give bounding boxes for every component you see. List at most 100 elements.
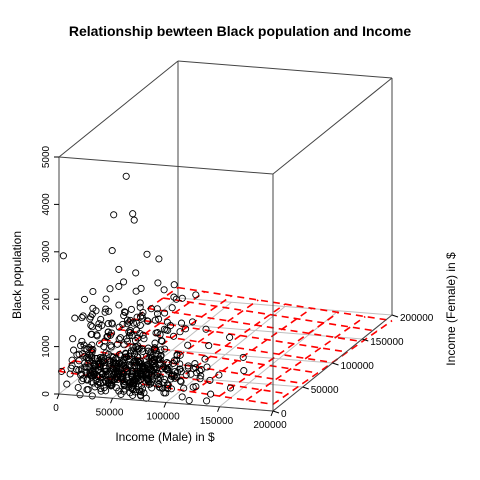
z-axis-label: Black population (10, 231, 24, 319)
data-point (97, 315, 105, 323)
data-point (131, 362, 139, 370)
data-point (150, 360, 158, 368)
y-tick-label: 150000 (370, 337, 404, 348)
data-point (79, 375, 87, 383)
data-point (108, 320, 116, 328)
data-point (84, 385, 92, 394)
data-point (100, 384, 108, 392)
data-point (160, 286, 168, 294)
data-point (170, 332, 178, 340)
data-point (98, 356, 106, 364)
box-edge (58, 60, 179, 158)
data-point (70, 346, 78, 354)
x-tick-label: 200000 (253, 420, 287, 431)
data-point (85, 355, 93, 363)
data-point (150, 356, 158, 364)
data-point (78, 314, 86, 322)
data-point (86, 315, 94, 323)
data-point (176, 351, 184, 359)
data-point (110, 211, 118, 219)
data-point (215, 371, 223, 379)
data-point (69, 335, 77, 343)
data-point (115, 335, 123, 343)
data-point (163, 384, 172, 392)
data-point (133, 313, 141, 321)
data-point (84, 359, 92, 368)
data-point (136, 299, 144, 307)
data-point (205, 342, 213, 350)
data-point (203, 363, 211, 371)
data-point (129, 385, 137, 393)
z-tick-label: 5000 (41, 145, 52, 168)
data-point (115, 301, 123, 309)
y-tick-mark (302, 386, 309, 390)
data-point (79, 312, 87, 320)
grid-line (177, 297, 393, 316)
data-point (134, 358, 143, 366)
data-point (116, 334, 125, 342)
data-point (137, 372, 145, 380)
z-tick-label: 1000 (41, 335, 52, 358)
data-point (108, 329, 116, 337)
data-point (83, 375, 91, 383)
data-point (129, 319, 138, 327)
data-point (135, 387, 144, 395)
data-point (177, 368, 185, 376)
data-point (134, 334, 142, 342)
data-point (150, 359, 159, 367)
y-axis-ticks: 0 50000 100000 150000 200000 (272, 313, 434, 420)
data-point (88, 330, 96, 338)
data-point (68, 356, 76, 364)
data-point (182, 371, 190, 379)
data-point (118, 373, 126, 381)
data-point (120, 278, 128, 286)
y-tick-mark (332, 362, 339, 366)
data-point (134, 353, 142, 361)
data-point (88, 392, 96, 400)
data-point (185, 396, 193, 405)
data-point (144, 371, 152, 379)
data-point (152, 329, 160, 337)
data-point (87, 321, 95, 329)
plane-line (245, 315, 366, 401)
data-point (89, 287, 97, 296)
data-point (145, 378, 153, 386)
x-tick-mark (270, 410, 274, 417)
plane-line (118, 328, 333, 364)
plane-line (133, 318, 348, 353)
x-tick-label: 150000 (200, 416, 234, 427)
data-point (133, 371, 141, 379)
data-point (153, 310, 162, 318)
y-axis-label: Income (Female) in $ (444, 252, 458, 366)
data-point (143, 352, 151, 360)
data-point (146, 351, 154, 359)
data-point (122, 349, 130, 357)
data-point (192, 382, 200, 391)
data-point (158, 337, 166, 345)
data-point (121, 308, 129, 317)
x-axis-ticks: 0 50000 100000 150000 200000 (53, 393, 287, 431)
y-tick-label: 100000 (341, 361, 375, 372)
data-point (103, 333, 111, 341)
data-point (78, 337, 86, 345)
data-point (85, 356, 93, 364)
data-point (114, 369, 122, 377)
data-point (153, 305, 161, 313)
data-point (143, 317, 151, 325)
data-point (136, 329, 144, 338)
data-point (108, 319, 116, 327)
data-point (67, 364, 75, 372)
x-tick-mark (217, 406, 220, 412)
data-point (93, 332, 101, 340)
data-point (240, 367, 248, 375)
data-point (176, 377, 184, 385)
data-point (173, 356, 181, 364)
z-axis-ticks: 0 1000 2000 3000 4000 5000 (41, 145, 59, 397)
data-point (88, 348, 96, 356)
data-point (226, 384, 235, 392)
data-point (59, 252, 67, 260)
data-point (88, 354, 96, 362)
data-point (114, 373, 122, 381)
data-point (125, 318, 133, 326)
